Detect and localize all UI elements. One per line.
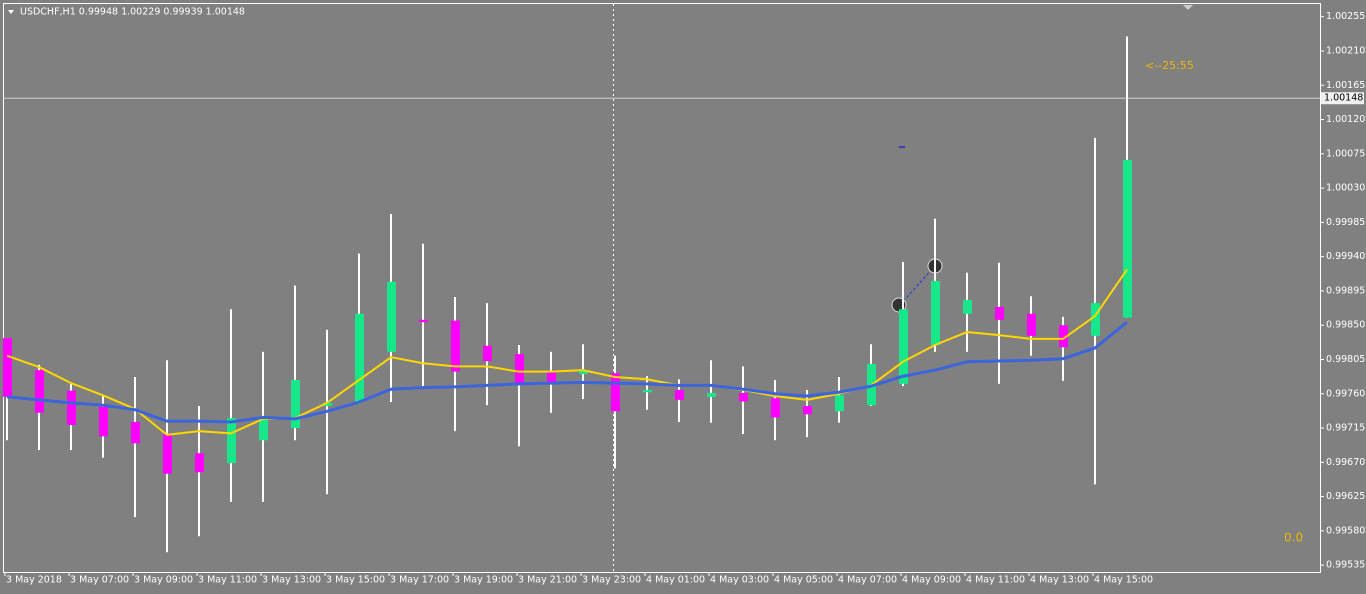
menu-arrow[interactable]: [8, 10, 14, 14]
moving-average: [6, 320, 1128, 424]
candle-body: [515, 354, 524, 386]
marks: 1.00255 1.00210 1.00165 1.00120 1.00075 1.000…: [3, 11, 1365, 586]
y-tick-label: 0.99895: [1326, 285, 1365, 296]
x-tick-label: 4 May 13:00: [1030, 575, 1089, 586]
y-tick-label: 0.99985: [1326, 217, 1365, 228]
candle-body: [483, 345, 492, 362]
candle-body: [195, 453, 204, 473]
x-tick-label: 3 May 21:00: [518, 575, 577, 586]
y-tick-label: 0.99625: [1326, 491, 1365, 502]
candle-body: [163, 434, 172, 474]
candle-body: [835, 395, 844, 412]
candle-body: [419, 319, 428, 323]
x-tick-label: 4 May 03:00: [710, 575, 769, 586]
trade-link: [899, 266, 935, 306]
candle-body: [227, 418, 236, 464]
moving-average: [6, 269, 1128, 436]
x-tick-label: 3 May 15:00: [326, 575, 385, 586]
timer: <--25:55: [1145, 59, 1194, 72]
x-tick-label: 3 May 13:00: [262, 575, 321, 586]
x-tick-label: 4 May 07:00: [838, 575, 897, 586]
candle-body: [1059, 325, 1068, 348]
x-tick-label: 4 May 05:00: [774, 575, 833, 586]
y-tick-label: 0.99580: [1326, 525, 1365, 536]
candle-body: [355, 313, 364, 403]
current-price-label: 1.00148: [1324, 93, 1363, 104]
y-tick-label: 0.99535: [1326, 560, 1365, 571]
y-tick-label: 0.99760: [1326, 388, 1365, 399]
x-tick-label: 4 May 15:00: [1094, 575, 1153, 586]
x-tick-label: 3 May 07:00: [70, 575, 129, 586]
y-tick-label: 0.99940: [1326, 251, 1365, 262]
candle-body: [67, 390, 76, 425]
y-tick-label: 1.00165: [1326, 80, 1365, 91]
x-tick-label: 3 May 17:00: [390, 575, 449, 586]
x-tick-label: 3 May 09:00: [134, 575, 193, 586]
y-tick-label: 0.99850: [1326, 320, 1365, 331]
candle-body: [1091, 303, 1100, 336]
plot-frame: [3, 3, 1321, 573]
candle-body: [291, 380, 300, 429]
candle-body: [707, 392, 716, 397]
current-price-box: [1321, 92, 1364, 105]
y-tick-label: 1.00120: [1326, 114, 1365, 125]
candle-body: [1027, 313, 1036, 336]
candle-body: [387, 281, 396, 352]
y-tick-label: 1.00030: [1326, 183, 1365, 194]
x-tick-label: 4 May 11:00: [966, 575, 1025, 586]
y-tick-label: 0.99670: [1326, 457, 1365, 468]
indicator-value: 0.0: [1284, 531, 1303, 545]
candle-body: [35, 370, 44, 413]
candle-body: [739, 392, 748, 402]
candle-body: [995, 306, 1004, 320]
y-tick-label: 1.00210: [1326, 45, 1365, 56]
shift-marker: [1183, 5, 1193, 10]
candle-body: [899, 309, 908, 384]
x-tick-label: 4 May 09:00: [902, 575, 961, 586]
candle-body: [579, 370, 588, 374]
candle-body: [451, 320, 460, 372]
candle-body: [771, 398, 780, 418]
x-tick-label: 4 May 01:00: [646, 575, 705, 586]
y-tick-label: 1.00255: [1326, 11, 1365, 22]
y-tick-label: 0.99715: [1326, 423, 1365, 434]
x-tick-label: 3 May 11:00: [198, 575, 257, 586]
candle-body: [643, 389, 652, 393]
candle-body: [547, 370, 556, 383]
x-tick-label: 3 May 19:00: [454, 575, 513, 586]
candle-body: [611, 373, 620, 412]
x-tick-label: 3 May 2018: [6, 575, 62, 586]
candle-body: [963, 300, 972, 314]
x-tick-label: 3 May 23:00: [582, 575, 641, 586]
y-tick-label: 0.99805: [1326, 354, 1365, 365]
candle-body: [131, 421, 140, 444]
candle-body: [259, 419, 268, 441]
candle-body: [803, 405, 812, 415]
chart-title: USDCHF,H1 0.99948 1.00229 0.99939 1.0014…: [20, 7, 245, 18]
candle-body: [675, 389, 684, 400]
candle-body: [99, 406, 108, 437]
candle-body: [1123, 159, 1132, 318]
candle-body: [323, 402, 332, 406]
candle-body: [3, 338, 12, 397]
candle-body: [931, 281, 940, 346]
y-tick-label: 1.00075: [1326, 148, 1365, 159]
